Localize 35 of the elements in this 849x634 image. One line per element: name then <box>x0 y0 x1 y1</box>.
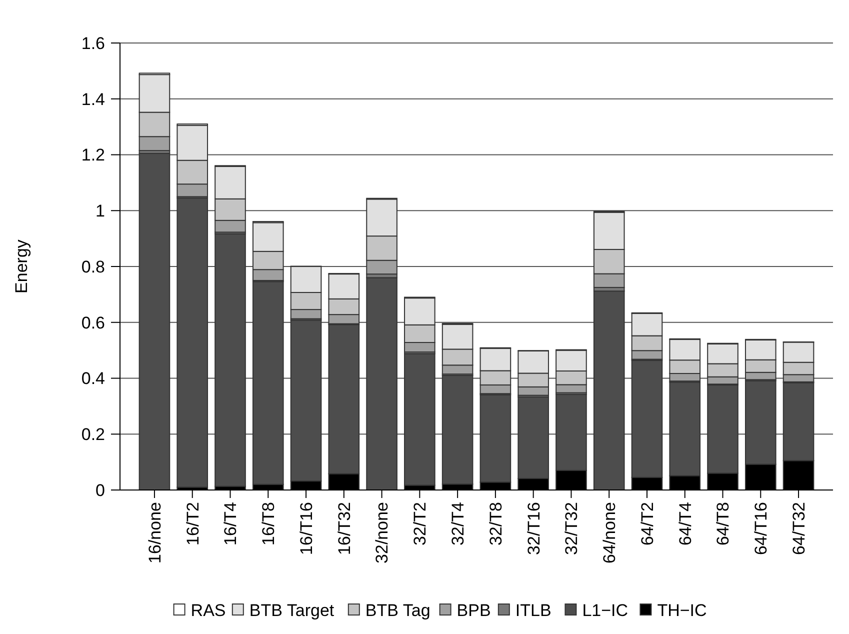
x-tick-label: 32/T8 <box>486 502 506 546</box>
x-tick-label: 64/T4 <box>676 502 695 546</box>
y-tick-label: 1.6 <box>81 34 105 53</box>
y-tick-label: 1.4 <box>81 90 105 109</box>
y-tick-label: 1 <box>96 202 105 221</box>
y-tick-label: 0.6 <box>81 313 105 332</box>
x-tick-label: 64/T32 <box>789 502 808 555</box>
legend-label: BTB Tag <box>365 600 430 620</box>
x-tick-label: 32/none <box>372 502 392 564</box>
y-tick-label: 0.2 <box>81 425 105 444</box>
x-tick-label: 16/T2 <box>183 502 202 546</box>
x-tick-label: 16/T4 <box>221 502 240 546</box>
x-tick-label: 16/none <box>145 502 164 564</box>
legend-label: BTB Target <box>249 600 334 620</box>
legend-label: L1−IC <box>582 600 628 620</box>
x-tick-label: 16/T16 <box>296 502 316 555</box>
x-tick-label: 32/T4 <box>448 502 468 546</box>
x-tick-label: 32/T32 <box>562 502 582 555</box>
x-tick-label: 64/T2 <box>638 502 657 546</box>
y-axis-title: Energy <box>12 239 31 294</box>
y-tick-label: 0.4 <box>81 369 105 388</box>
x-tick-label: 64/T16 <box>752 502 771 555</box>
x-tick-label: 16/T32 <box>334 502 354 555</box>
y-tick-label: 1.2 <box>81 146 105 165</box>
y-tick-label: 0.8 <box>81 257 105 276</box>
legend-label: RAS <box>190 600 226 620</box>
x-tick-label: 32/T16 <box>524 502 544 555</box>
x-tick-label: 64/none <box>600 502 620 564</box>
y-tick-label: 0 <box>96 480 105 500</box>
x-tick-label: 16/T8 <box>259 502 278 546</box>
legend-label: ITLB <box>515 600 552 620</box>
x-tick-label: 64/T8 <box>714 502 733 546</box>
x-tick-label: 32/T2 <box>410 502 430 546</box>
legend-label: BPB <box>456 600 491 620</box>
legend-label: TH−IC <box>657 600 707 620</box>
